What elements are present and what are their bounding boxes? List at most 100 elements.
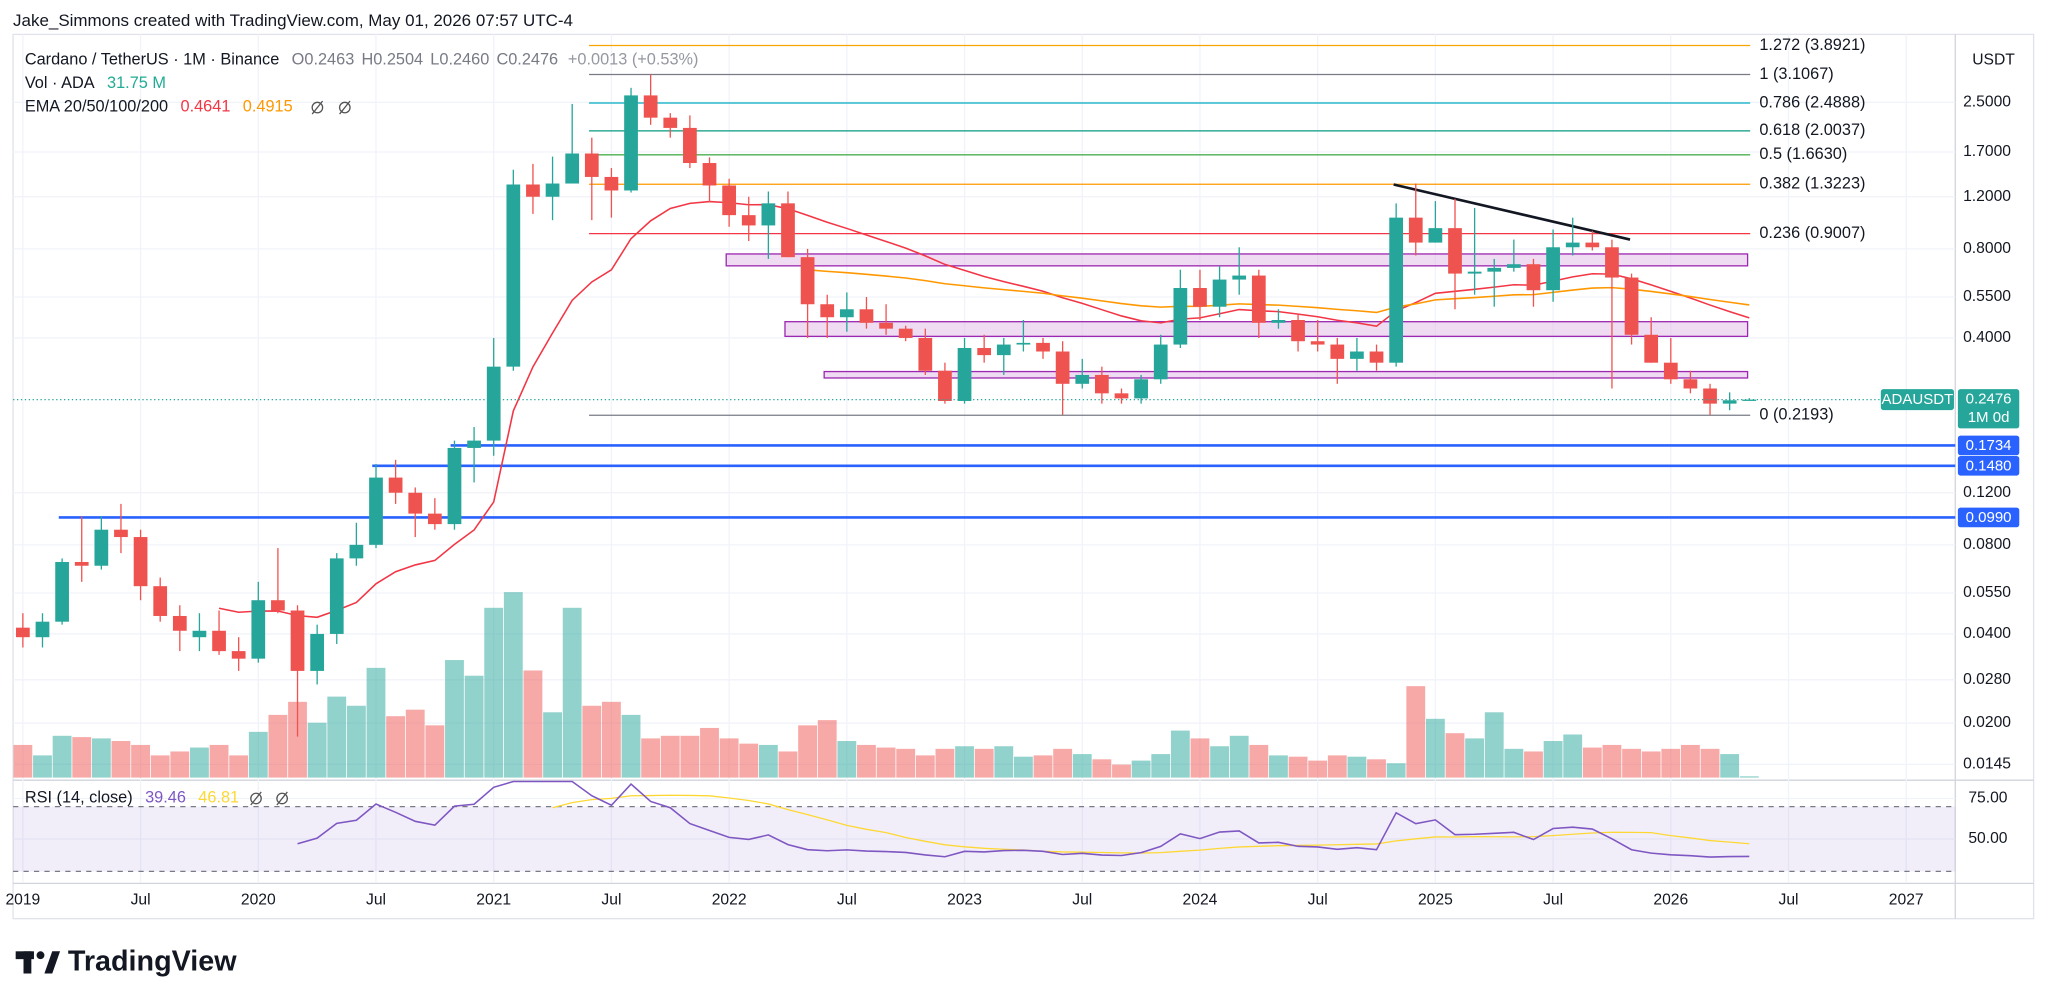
volume-bar bbox=[1661, 748, 1681, 778]
rsi-line bbox=[297, 780, 1750, 858]
candle-body bbox=[957, 347, 972, 401]
candle-body bbox=[1605, 247, 1619, 278]
candle-body bbox=[1663, 362, 1678, 380]
volume-bar bbox=[484, 607, 504, 778]
y-tick-label: 0.8000 bbox=[1963, 240, 2011, 257]
volume-bar bbox=[366, 667, 386, 778]
candle-body bbox=[114, 529, 128, 538]
volume-bar bbox=[1151, 754, 1171, 778]
volume-bar bbox=[425, 725, 445, 778]
candle-body bbox=[1428, 228, 1443, 243]
symbol-tag-label: ADAUSDT bbox=[1882, 391, 1954, 408]
volume-bar bbox=[896, 748, 916, 778]
volume-bar bbox=[1327, 755, 1347, 778]
ema-legend-value: 0.4915 bbox=[243, 98, 293, 116]
candle-body bbox=[192, 630, 207, 638]
volume-bar bbox=[915, 755, 935, 778]
candle-body bbox=[898, 328, 913, 338]
volume-bar bbox=[72, 737, 92, 778]
candle-body bbox=[702, 163, 717, 186]
volume-bar bbox=[719, 738, 739, 778]
volume-bar bbox=[680, 735, 700, 778]
candle-body bbox=[1369, 351, 1384, 363]
volume-bar bbox=[1504, 748, 1524, 778]
candle-body bbox=[643, 95, 658, 118]
volume-bar bbox=[857, 744, 876, 778]
candle-body bbox=[1036, 342, 1050, 352]
candle-body bbox=[761, 203, 776, 226]
candle-body bbox=[1350, 351, 1364, 359]
logo-mark bbox=[15, 951, 61, 974]
candle-body bbox=[1075, 374, 1090, 384]
symbol-tag bbox=[1880, 389, 1954, 411]
volume-bar bbox=[798, 725, 818, 778]
volume-bar bbox=[935, 748, 955, 778]
ema-hidden-icons bbox=[311, 100, 351, 115]
y-tick-label: 1.7000 bbox=[1963, 143, 2011, 160]
rsi-legend-label: RSI (14, close) bbox=[25, 789, 133, 807]
volume-bar bbox=[209, 744, 229, 778]
candle-body bbox=[977, 347, 992, 356]
candle-body bbox=[526, 184, 540, 197]
candle-body bbox=[1095, 374, 1109, 394]
candle-body bbox=[918, 337, 933, 371]
x-tick-label: 2025 bbox=[1418, 892, 1453, 909]
y-tick-label: 2.5000 bbox=[1963, 94, 2011, 111]
candle-body bbox=[1291, 319, 1305, 342]
volume-bar bbox=[1700, 748, 1720, 778]
volume-bar bbox=[248, 731, 268, 778]
candle-body bbox=[1506, 264, 1521, 268]
candle-body bbox=[565, 153, 580, 184]
price-tag bbox=[1957, 455, 2020, 476]
volume-bar bbox=[190, 747, 209, 778]
main-legend: Cardano / TetherUS · 1M · Binance O0.246… bbox=[25, 51, 699, 69]
candle-body bbox=[859, 309, 874, 323]
candle-body bbox=[781, 203, 795, 258]
candle-body bbox=[1055, 351, 1070, 384]
volume-bar bbox=[1425, 718, 1445, 778]
y-tick-label: 0.0280 bbox=[1963, 671, 2011, 688]
candle-body bbox=[1232, 275, 1247, 280]
candle-body bbox=[800, 257, 815, 305]
price-tag-label: 0.0990 bbox=[1966, 509, 2012, 526]
volume-bar bbox=[1367, 759, 1386, 778]
candle-body bbox=[212, 630, 226, 652]
volume-legend: Vol · ADA 31.75 M bbox=[25, 74, 166, 92]
candle-body bbox=[1153, 344, 1168, 380]
ohlc-letter: C bbox=[496, 51, 508, 69]
y-tick-label: 0.0400 bbox=[1963, 625, 2011, 642]
rsi-legend: RSI (14, close) 39.46 46.81 bbox=[25, 789, 239, 807]
rsi-legend-ma-value: 46.81 bbox=[198, 789, 239, 807]
candle-body bbox=[251, 600, 266, 659]
volume-bar bbox=[1308, 760, 1328, 778]
x-tick-label: 2023 bbox=[947, 892, 982, 909]
volume-bar bbox=[1033, 755, 1053, 778]
x-tick-label: 2026 bbox=[1653, 892, 1688, 909]
x-tick-label: Jul bbox=[601, 892, 621, 909]
x-tick-label: 2020 bbox=[241, 892, 276, 909]
x-tick-label: 2021 bbox=[476, 892, 511, 909]
volume-bar bbox=[503, 592, 523, 778]
candle-body bbox=[1487, 267, 1502, 272]
y-tick-label: 0.0200 bbox=[1963, 714, 2011, 731]
x-tick-label: 2022 bbox=[712, 892, 747, 909]
candle-body bbox=[231, 651, 246, 659]
volume-bar bbox=[52, 735, 72, 778]
zone bbox=[823, 370, 1749, 379]
candle-body bbox=[1644, 334, 1659, 363]
candle-body bbox=[310, 633, 325, 671]
volume-bar bbox=[1563, 734, 1583, 778]
ohlc-value: 0.2460 bbox=[439, 51, 489, 69]
volume-bar bbox=[641, 738, 661, 778]
x-tick-label: Jul bbox=[131, 892, 151, 909]
candle-body bbox=[1408, 217, 1423, 243]
volume-bar bbox=[817, 720, 837, 778]
ohlc-letter: O bbox=[292, 51, 305, 69]
rsi-ma-line bbox=[552, 794, 1750, 854]
candle-body bbox=[1448, 228, 1462, 274]
trendline bbox=[1393, 183, 1631, 241]
candle-body bbox=[545, 183, 560, 197]
volume-bar bbox=[994, 746, 1014, 778]
